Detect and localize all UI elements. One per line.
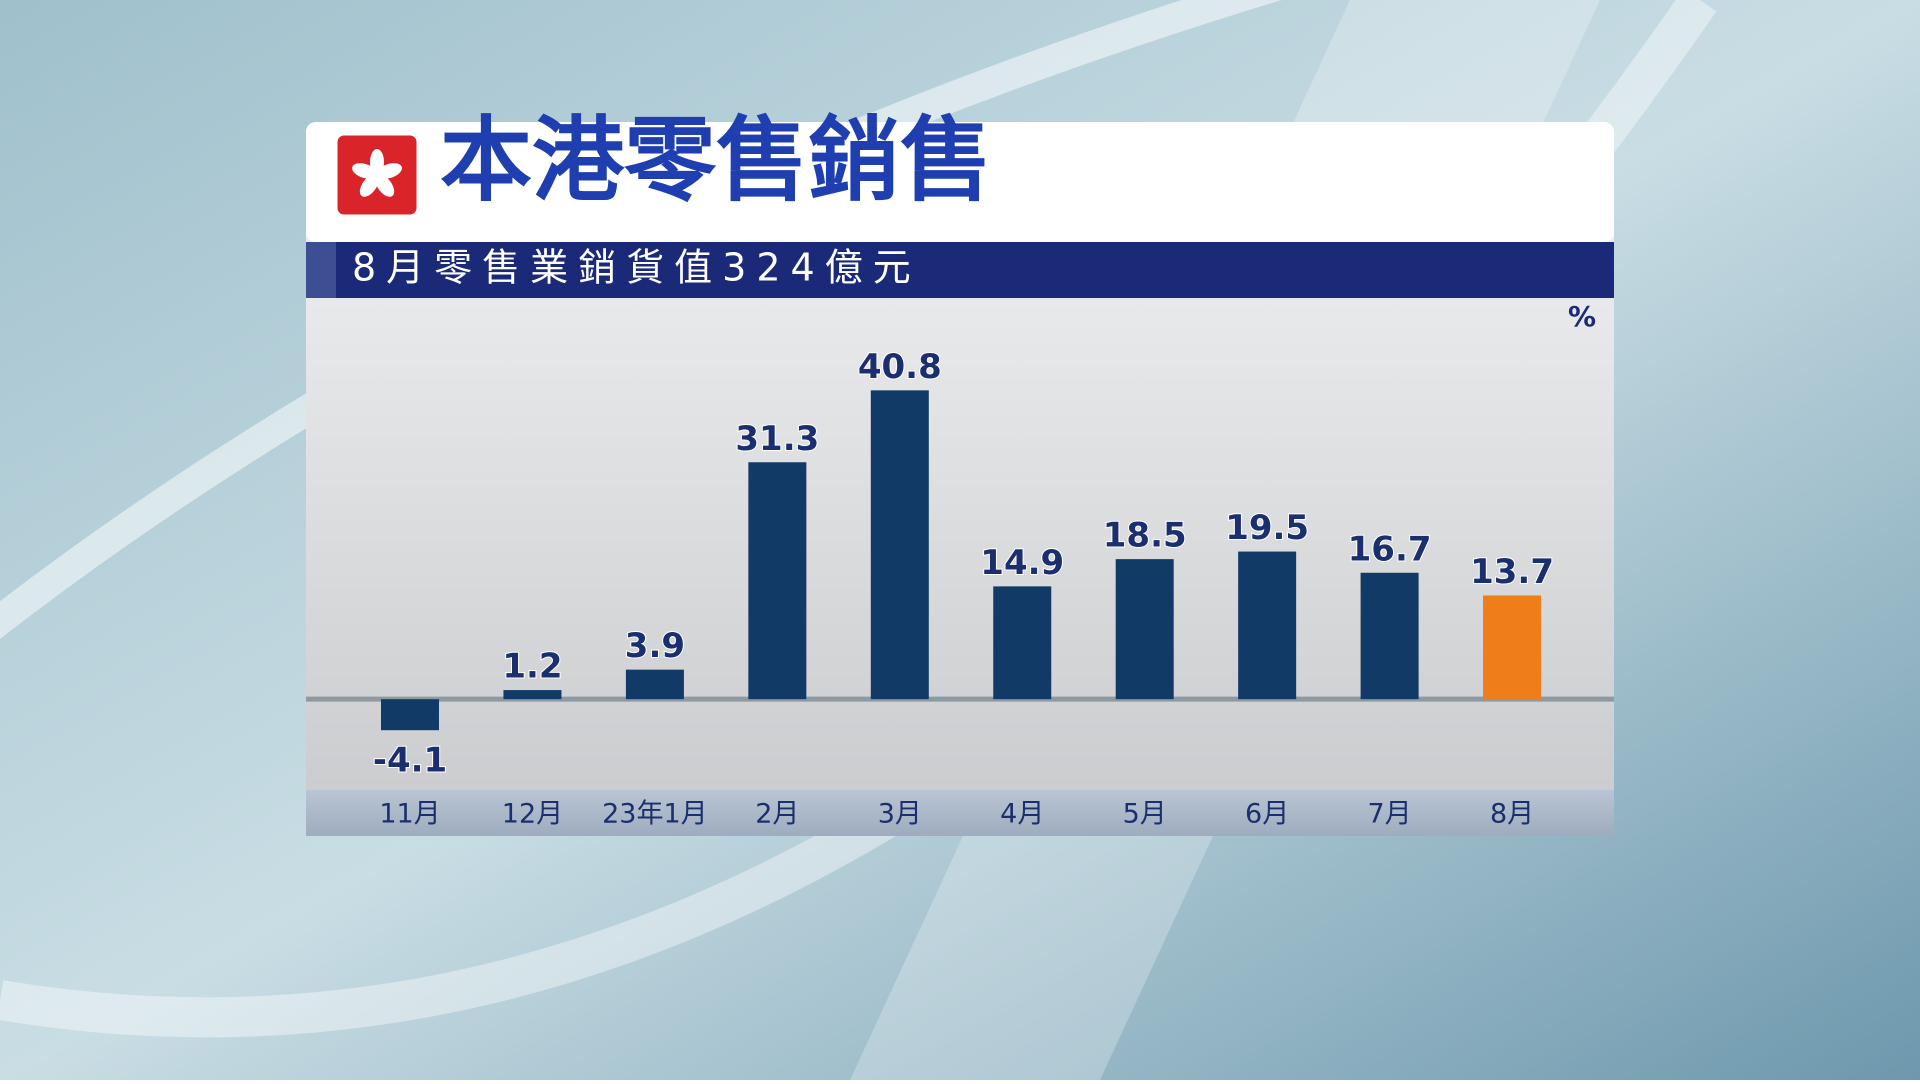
value-label: 16.7 <box>1348 529 1432 569</box>
x-tick-label: 6月 <box>1245 799 1289 830</box>
axis-band <box>306 790 1614 836</box>
x-tick-label: 4月 <box>1000 799 1044 830</box>
x-tick-label: 12月 <box>502 799 563 830</box>
subtitle-band <box>306 242 1614 298</box>
x-tick-label: 7月 <box>1368 799 1412 830</box>
bar <box>1238 551 1297 700</box>
value-label: -4.1 <box>373 741 447 781</box>
bar <box>870 390 929 700</box>
x-tick-label: 2月 <box>755 799 799 830</box>
unit-label: % <box>1568 300 1596 333</box>
value-label: 3.9 <box>625 626 685 666</box>
x-tick-label: 11月 <box>379 799 440 830</box>
bar <box>503 690 562 700</box>
subtitle-accent <box>306 242 336 298</box>
x-tick-label: 23年1月 <box>602 799 708 830</box>
bar <box>381 699 439 731</box>
title-band <box>306 122 1614 242</box>
x-tick-label: 8月 <box>1490 799 1534 830</box>
value-label: 18.5 <box>1103 516 1187 556</box>
value-label: 1.2 <box>502 647 562 687</box>
bar <box>625 669 684 700</box>
value-label: 40.8 <box>858 347 942 387</box>
value-label: 14.9 <box>980 543 1064 583</box>
bar <box>993 586 1052 700</box>
bar <box>1115 559 1174 700</box>
chart-title: 本港零售銷售 <box>440 107 992 214</box>
bar <box>1360 572 1419 700</box>
value-label: 19.5 <box>1225 508 1309 548</box>
x-tick-label: 5月 <box>1123 799 1167 830</box>
bar <box>748 462 807 700</box>
value-label: 31.3 <box>735 419 819 459</box>
chart-subtitle: 8月零售業銷貨值324億元 <box>352 246 921 290</box>
bar <box>1483 595 1542 700</box>
logo <box>334 132 420 218</box>
x-tick-label: 3月 <box>878 799 922 830</box>
value-label: 13.7 <box>1470 552 1554 592</box>
